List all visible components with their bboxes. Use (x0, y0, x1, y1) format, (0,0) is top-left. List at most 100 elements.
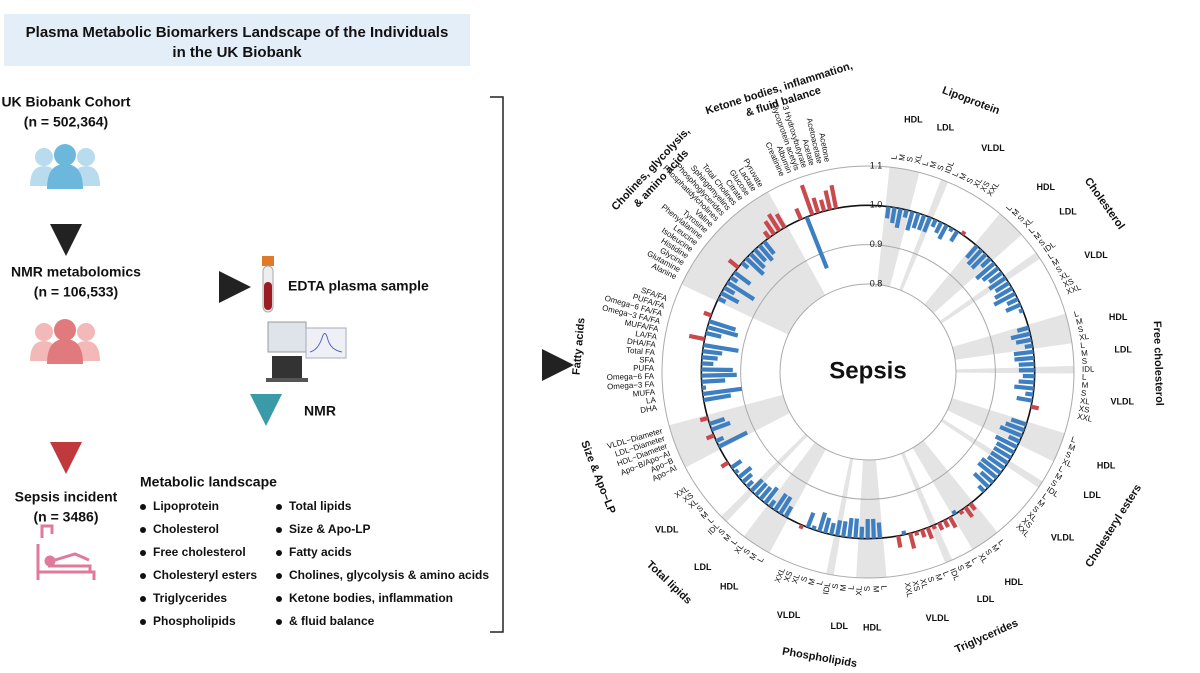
item-label: L (1027, 225, 1037, 235)
bar (799, 184, 815, 216)
bar (823, 517, 832, 534)
item-label: S (1064, 450, 1072, 460)
subgroup-label: LDL (694, 562, 712, 572)
bullet (276, 573, 282, 579)
item-label: S (926, 575, 936, 583)
bar (763, 486, 779, 505)
bar (805, 511, 816, 529)
people-icon (30, 319, 100, 364)
subgroup-label: HDL (904, 114, 923, 124)
item-label: L (847, 584, 856, 590)
item-label: M (963, 560, 974, 570)
bar (705, 330, 722, 339)
subgroup-label: VLDL (655, 525, 679, 535)
bar (727, 258, 740, 270)
item-label: M (1032, 230, 1043, 241)
bar (703, 342, 739, 353)
item-label: DHA (640, 403, 659, 415)
bar (702, 386, 743, 397)
cohort-label: UK Biobank Cohort (1, 94, 130, 110)
bullet (276, 619, 282, 625)
item-label: L (729, 537, 739, 546)
sample-label: EDTA plasma sample (288, 278, 429, 294)
item-label: XS (782, 570, 794, 583)
item-label: M (958, 171, 969, 181)
item-label: L (1082, 373, 1087, 382)
item-label: M (928, 160, 939, 169)
bar (703, 310, 712, 318)
item-label: L (1046, 251, 1055, 261)
bullet (276, 504, 282, 510)
item-label: M (1053, 471, 1063, 482)
shaded-sector (856, 459, 887, 578)
bar (1025, 391, 1034, 397)
item-label: M (722, 532, 733, 543)
bar (1007, 434, 1021, 444)
item-label: XL (918, 578, 929, 590)
item-label: L (1070, 435, 1078, 445)
item-label: IDL (1082, 365, 1095, 374)
item-label: M (871, 586, 880, 593)
bar (1006, 297, 1019, 307)
item-label: S (936, 164, 946, 172)
item-label: S (695, 504, 705, 514)
bar (905, 210, 915, 231)
bullet (140, 596, 146, 602)
bar (937, 224, 949, 240)
bar (1010, 417, 1027, 427)
circular-chart: LMSXLHDLLMSLDLIDLLMSXLXSXXLVLDLLMSXLHDLL… (571, 60, 1166, 670)
bar (701, 378, 726, 384)
bar (705, 433, 715, 441)
subgroup-label: LDL (1114, 345, 1132, 355)
item-label: L (941, 570, 951, 578)
bar (1014, 355, 1035, 362)
item-label: M (748, 551, 759, 562)
item-label: L (889, 154, 899, 160)
bullet (140, 527, 146, 533)
bar (948, 226, 954, 233)
bar (708, 416, 726, 426)
item-label: L (1040, 491, 1049, 501)
landscape-item: Ketone bodies, inflammation (289, 591, 453, 605)
bar (823, 190, 833, 211)
shaded-sector (955, 365, 1074, 374)
subgroup-label: LDL (977, 594, 995, 604)
left-panel: Plasma Metabolic Biomarkers Landscape of… (1, 14, 574, 633)
bar (960, 230, 967, 236)
bar (754, 482, 768, 497)
bar (729, 275, 739, 284)
bar (701, 355, 718, 361)
bar (986, 455, 1006, 470)
bar (981, 266, 1000, 282)
landscape-title: Metabolic landscape (140, 474, 277, 490)
bar (1024, 343, 1033, 350)
shaded-sector (721, 433, 808, 522)
landscape-list: Lipoprotein Cholesterol Free cholesterol Ch… (140, 499, 489, 628)
item-label: DHA/FA (626, 337, 656, 350)
bar (925, 526, 934, 540)
item-label: S (1037, 238, 1047, 248)
item-label: XL (790, 572, 802, 585)
bullet (140, 573, 146, 579)
bar (884, 206, 891, 219)
bar (804, 216, 829, 270)
item-label: M (1075, 316, 1084, 326)
bar (994, 286, 1014, 300)
bar (811, 525, 817, 531)
item-label: L (1073, 309, 1080, 319)
landscape-item: Lipoprotein (153, 499, 219, 513)
bar (949, 230, 960, 243)
item-label: L (1080, 341, 1086, 351)
item-label: XXL (1076, 412, 1093, 424)
item-label: XL (1079, 396, 1090, 406)
bar (1030, 404, 1040, 411)
item-label: S (742, 547, 752, 556)
bar (1015, 337, 1032, 345)
item-label: MUFA (632, 387, 656, 398)
bar (934, 221, 944, 234)
bar (992, 445, 1012, 460)
group-label: Fatty acids (571, 317, 588, 375)
item-label: LA (646, 395, 658, 405)
item-label: L (920, 160, 930, 167)
bar (740, 261, 750, 270)
